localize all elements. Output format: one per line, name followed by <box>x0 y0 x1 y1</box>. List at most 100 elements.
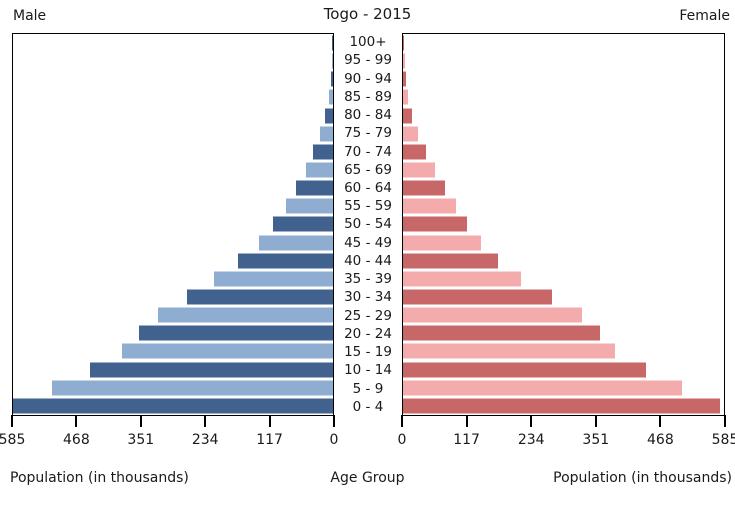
male-axis-ticks <box>11 414 335 427</box>
male-plot-area <box>12 33 334 416</box>
female-bar <box>403 108 412 124</box>
female-bar <box>403 362 646 378</box>
male-axis-tick-labels: 585 468 351 234 117 0 <box>0 432 338 450</box>
male-bar-row <box>13 288 333 306</box>
male-bar-row <box>13 342 333 360</box>
axis-tick-mark <box>724 414 726 427</box>
male-axis-title: Population (in thousands) <box>10 470 189 486</box>
male-bar <box>305 162 333 178</box>
male-bar <box>139 325 333 341</box>
axis-tick-label: 234 <box>517 432 545 448</box>
male-bar <box>296 180 333 196</box>
male-bar-row <box>13 252 333 270</box>
male-bar-row <box>13 88 333 106</box>
female-bar <box>403 289 552 305</box>
male-bar <box>52 380 333 396</box>
female-bar <box>403 216 468 232</box>
female-bar <box>403 307 582 323</box>
male-bar-row <box>13 161 333 179</box>
male-bar-row <box>13 197 333 215</box>
axis-tick-label: 351 <box>127 432 155 448</box>
female-bar <box>403 398 721 414</box>
male-bar <box>285 198 333 214</box>
female-bar-row <box>403 197 724 215</box>
age-group-label: 70 - 74 <box>344 143 392 160</box>
female-bar-row <box>403 234 724 252</box>
female-axis-ticks <box>401 414 726 427</box>
female-bar <box>403 180 446 196</box>
male-bar-row <box>13 270 333 288</box>
axis-tick-mark <box>75 414 78 427</box>
male-bar <box>157 307 333 323</box>
axis-tick-label: 468 <box>647 432 674 448</box>
male-bar-row <box>13 379 333 397</box>
male-bar <box>331 53 333 69</box>
axis-tick-mark <box>204 414 207 427</box>
male-bar-row <box>13 324 333 342</box>
female-bar-row <box>403 88 724 106</box>
male-bar <box>89 362 333 378</box>
male-bar-row <box>13 306 333 324</box>
female-side-label: Female <box>679 8 730 24</box>
age-group-label: 75 - 79 <box>344 125 392 142</box>
male-bar <box>13 398 333 414</box>
axis-tick-label: 117 <box>256 432 283 448</box>
axis-tick-mark <box>401 414 403 427</box>
female-bar-row <box>403 252 724 270</box>
age-group-axis: 100+ 95 - 99 90 - 94 85 - 89 80 - 84 75 - 79 7… <box>334 33 402 416</box>
age-group-label: 85 - 89 <box>344 88 392 105</box>
age-group-label: 100+ <box>349 34 387 51</box>
axis-tick-mark <box>268 414 271 427</box>
age-group-label: 95 - 99 <box>344 52 392 69</box>
female-bar <box>403 71 406 87</box>
female-bar-row <box>403 179 724 197</box>
female-bar-row <box>403 324 724 342</box>
age-group-label: 15 - 19 <box>344 344 392 361</box>
age-group-label: 35 - 39 <box>344 271 392 288</box>
female-bar-row <box>403 288 724 306</box>
age-group-label: 25 - 29 <box>344 307 392 324</box>
female-bar <box>403 53 405 69</box>
male-bar-row <box>13 125 333 143</box>
female-bar-row <box>403 125 724 143</box>
age-group-label: 55 - 59 <box>344 198 392 215</box>
female-bar <box>403 35 404 51</box>
female-axis-tick-labels: 0 117 234 351 468 585 <box>398 432 735 450</box>
axis-tick-label: 585 <box>0 432 26 448</box>
female-bar-row <box>403 70 724 88</box>
male-bar <box>330 71 333 87</box>
male-bar-row <box>13 397 333 415</box>
axis-tick-mark <box>659 414 662 427</box>
age-group-label: 45 - 49 <box>344 234 392 251</box>
female-bar <box>403 126 418 142</box>
male-bar <box>325 108 333 124</box>
female-bar <box>403 144 427 160</box>
female-bar-row <box>403 52 724 70</box>
axis-tick-mark <box>333 414 335 427</box>
female-bar <box>403 343 615 359</box>
axis-tick-label: 0 <box>397 432 407 448</box>
female-bar <box>403 325 600 341</box>
female-bar <box>403 198 457 214</box>
male-bar-row <box>13 143 333 161</box>
male-bar <box>272 216 333 232</box>
male-bar-row <box>13 34 333 52</box>
female-plot-area <box>402 33 725 416</box>
female-bar-row <box>403 107 724 125</box>
male-side-label: Male <box>13 8 47 24</box>
axis-tick-label: 0 <box>329 432 339 448</box>
male-bar <box>258 235 333 251</box>
axis-tick-label: 585 <box>711 432 735 448</box>
female-bar-row <box>403 306 724 324</box>
age-group-label: 5 - 9 <box>352 380 384 397</box>
age-group-label: 60 - 64 <box>344 179 392 196</box>
axis-tick-mark <box>11 414 13 427</box>
male-bar <box>319 126 333 142</box>
male-bar-row <box>13 234 333 252</box>
age-group-axis-title: Age Group <box>330 470 405 486</box>
male-bar <box>122 343 333 359</box>
female-axis-title: Population (in thousands) <box>553 470 732 486</box>
female-bar-row <box>403 161 724 179</box>
female-bar <box>403 271 521 287</box>
male-bar <box>328 89 333 105</box>
